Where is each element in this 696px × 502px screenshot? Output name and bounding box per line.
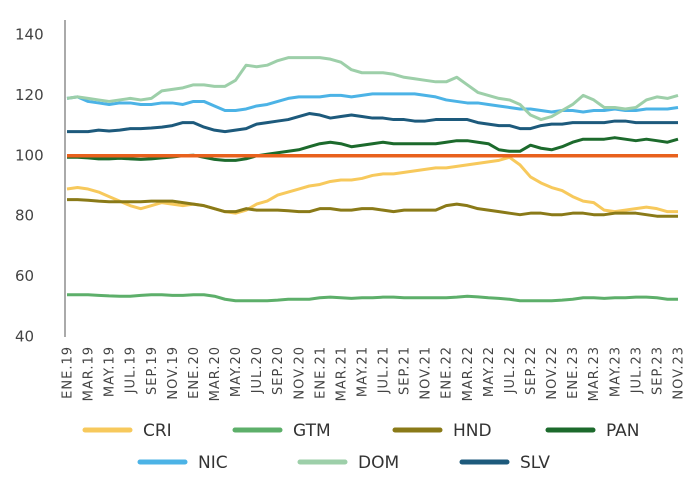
y-tick-label: 40: [15, 328, 34, 346]
x-tick-label: MAY.23: [608, 346, 623, 397]
x-tick-label: NOV.23: [672, 346, 687, 400]
legend-label: CRI: [143, 421, 172, 441]
x-tick-label: NOV.20: [292, 346, 307, 400]
x-tick-label: SEP.20: [271, 346, 286, 395]
x-tick-label: JUL.22: [503, 346, 518, 394]
x-tick-label: ENE.19: [61, 346, 76, 399]
y-tick-label: 120: [15, 86, 44, 104]
y-tick-label: 140: [15, 26, 44, 44]
series-line: [66, 92, 679, 114]
series-line: [66, 155, 678, 215]
y-tick-label: 100: [15, 146, 44, 164]
x-tick-label: JUL.20: [250, 346, 265, 394]
x-tick-label: SEP.21: [398, 346, 413, 395]
x-tick-label: SEP.22: [524, 346, 539, 395]
legend-label: DOM: [358, 453, 399, 473]
x-tick-label: MAR.23: [587, 346, 602, 401]
x-tick-label: NOV.22: [545, 346, 560, 400]
series-line: [67, 112, 678, 134]
legend-label: SLV: [520, 453, 550, 473]
x-tick-label: SEP.19: [145, 346, 160, 395]
x-tick-label: MAR.19: [82, 346, 97, 401]
y-tick-label: 80: [15, 207, 34, 225]
y-tick-label: 60: [15, 267, 34, 285]
legend-label: HND: [453, 421, 492, 441]
legend-label: NIC: [198, 453, 228, 473]
x-tick-label: ENE.20: [187, 346, 202, 399]
x-tick-label: MAR.20: [208, 346, 223, 401]
x-tick-label: NOV.19: [166, 346, 181, 400]
x-tick-label: MAY.19: [103, 346, 118, 397]
x-tick-label: ENE.23: [566, 346, 581, 399]
legend-label: PAN: [606, 421, 640, 441]
x-tick-label: ENE.22: [440, 346, 455, 399]
x-tick-label: MAY.21: [355, 346, 370, 397]
series-line: [66, 56, 679, 122]
legend-label: GTM: [293, 421, 331, 441]
x-tick-label: MAR.22: [461, 346, 476, 401]
series-line: [67, 293, 678, 303]
x-tick-label: MAR.21: [334, 346, 349, 401]
x-tick-label: SEP.23: [650, 346, 665, 395]
x-tick-label: MAY.20: [229, 346, 244, 397]
x-tick-label: MAY.22: [482, 346, 497, 397]
x-tick-label: JUL.23: [629, 346, 644, 394]
x-tick-label: NOV.21: [419, 346, 434, 400]
x-tick-label: JUL.21: [377, 346, 392, 394]
x-tick-label: JUL.19: [124, 346, 139, 394]
x-tick-label: ENE.21: [313, 346, 328, 399]
series-line: [67, 198, 678, 218]
